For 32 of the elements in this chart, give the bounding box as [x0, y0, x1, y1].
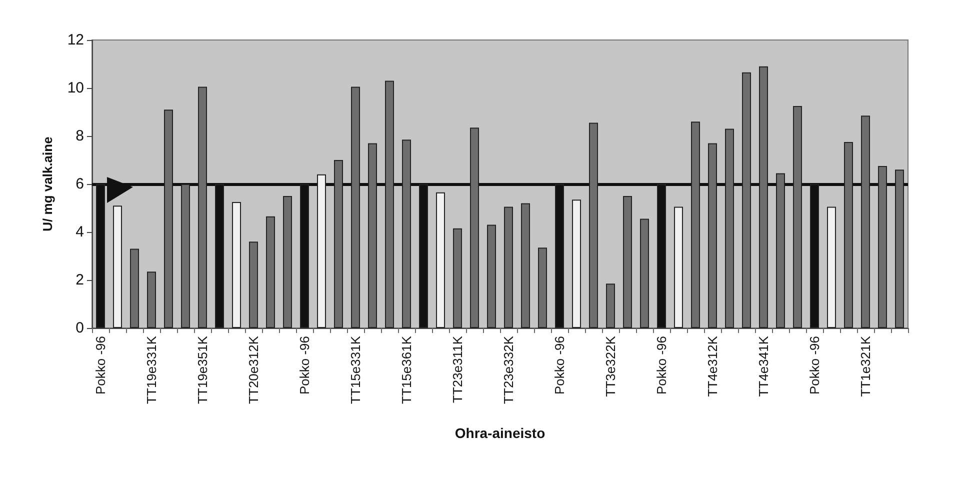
- y-tick-label: 12: [67, 32, 84, 48]
- x-tick-label: TT19e351K: [195, 336, 210, 404]
- x-tick-label: Pokko -96: [552, 336, 567, 395]
- x-tick-label: TT3e322K: [603, 336, 618, 397]
- bar: [317, 174, 326, 328]
- x-axis-title: Ohra-aineisto: [454, 425, 546, 441]
- x-tick-label: Pokko -96: [93, 336, 108, 395]
- x-tick-label: Pokko -96: [297, 336, 312, 395]
- x-tick-label: TT15e361K: [399, 336, 414, 404]
- bar: [232, 202, 241, 328]
- y-tick-label: 10: [67, 80, 84, 96]
- x-tick-label: Pokko -96: [654, 336, 669, 395]
- bar: [674, 206, 683, 328]
- x-tick-label: TT20e312K: [246, 336, 261, 404]
- bar: [436, 192, 445, 328]
- x-tick-label: TT23e332K: [501, 336, 516, 404]
- y-tick-label: 8: [76, 128, 84, 144]
- y-tick-label: 2: [76, 272, 84, 288]
- x-tick-label: TT15e331K: [348, 336, 363, 404]
- bar: [827, 206, 836, 328]
- x-tick-label: TT1e321K: [858, 336, 873, 397]
- bar: [113, 206, 122, 328]
- x-tick-label: TT4e312K: [705, 336, 720, 397]
- y-tick-label: 4: [76, 224, 84, 240]
- x-tick-label: TT23e311K: [450, 336, 465, 403]
- y-axis-title: U/ mg valk.aine: [40, 136, 55, 232]
- x-tick-label: Pokko -96: [807, 336, 822, 395]
- x-tick-label: TT19e331K: [144, 336, 159, 404]
- y-tick-label: 6: [76, 176, 84, 192]
- y-tick-label: 0: [76, 320, 84, 336]
- x-tick-label: TT4e341K: [756, 336, 771, 397]
- bar: [572, 200, 581, 328]
